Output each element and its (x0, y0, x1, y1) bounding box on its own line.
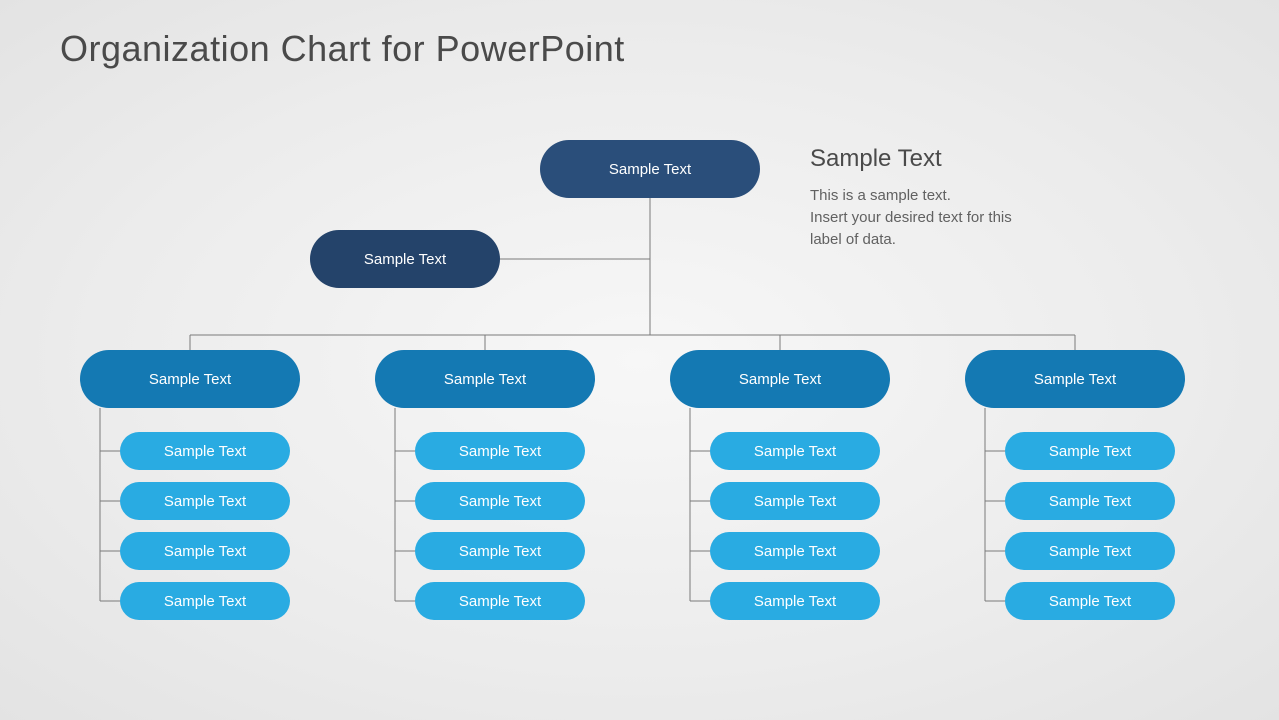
org-item-node: Sample Text (415, 432, 585, 470)
org-dept-node: Sample Text (670, 350, 890, 408)
org-dept-node: Sample Text (965, 350, 1185, 408)
org-assistant-node: Sample Text (310, 230, 500, 288)
org-item-node: Sample Text (710, 432, 880, 470)
org-item-node: Sample Text (1005, 432, 1175, 470)
org-item-node: Sample Text (415, 482, 585, 520)
org-item-node: Sample Text (710, 532, 880, 570)
org-item-node: Sample Text (120, 482, 290, 520)
org-item-node: Sample Text (710, 582, 880, 620)
org-item-node: Sample Text (710, 482, 880, 520)
org-item-node: Sample Text (1005, 532, 1175, 570)
org-item-node: Sample Text (415, 532, 585, 570)
org-dept-node: Sample Text (375, 350, 595, 408)
org-root-node: Sample Text (540, 140, 760, 198)
org-item-node: Sample Text (120, 582, 290, 620)
side-title: Sample Text (810, 145, 942, 173)
org-item-node: Sample Text (415, 582, 585, 620)
org-dept-node: Sample Text (80, 350, 300, 408)
org-item-node: Sample Text (1005, 582, 1175, 620)
org-item-node: Sample Text (120, 432, 290, 470)
org-chart: Sample Text Sample Text Sample Text This… (0, 0, 1279, 720)
side-description: This is a sample text. Insert your desir… (810, 185, 1012, 250)
org-item-node: Sample Text (1005, 482, 1175, 520)
org-item-node: Sample Text (120, 532, 290, 570)
